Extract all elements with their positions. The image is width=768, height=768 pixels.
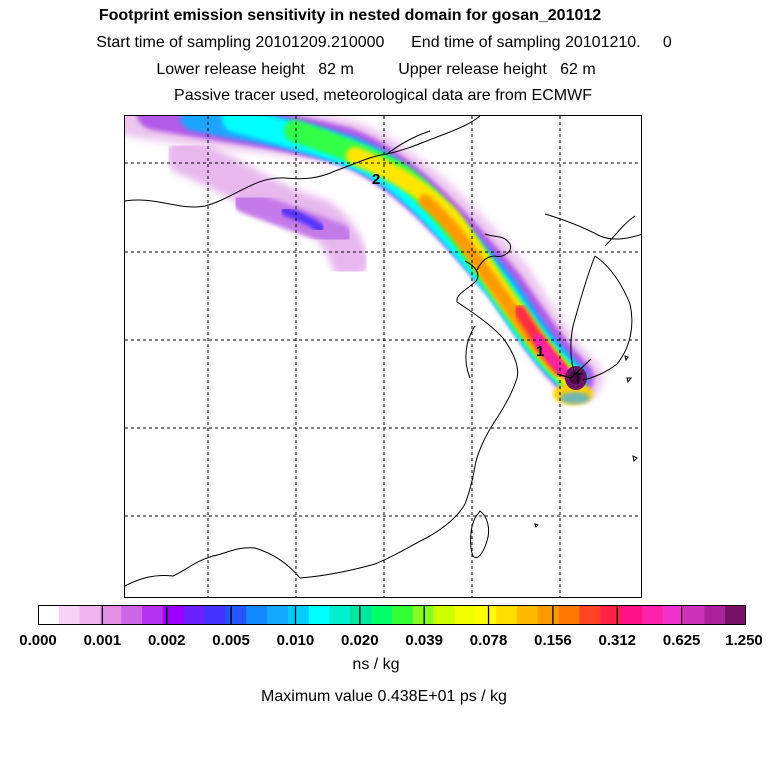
colorbar-swatch	[38, 605, 60, 625]
east-china-coast	[299, 301, 519, 579]
marker-2: 2	[372, 171, 380, 188]
island-2	[626, 377, 632, 384]
colorbar-swatch	[204, 605, 227, 625]
marker-1: 1	[536, 343, 544, 360]
release-heights: Lower release height 82 m Upper release …	[156, 61, 596, 78]
colorbar-swatch	[79, 605, 102, 625]
colorbar-swatch	[121, 605, 143, 625]
taiwan-coast	[470, 510, 490, 559]
colorbar-swatch	[183, 605, 206, 625]
colorbar-swatch	[621, 605, 643, 625]
colorbar-swatch	[100, 605, 122, 625]
plot-title: Footprint emission sensitivity in nested…	[98, 7, 602, 24]
colorbar-swatch	[287, 605, 310, 625]
korea-border	[604, 215, 636, 247]
colorbar-swatch	[433, 605, 456, 625]
plume-west-blue-patch	[280, 206, 325, 233]
border-spur	[386, 130, 431, 155]
island-3	[632, 455, 638, 463]
colorbar-swatch	[350, 605, 372, 625]
colorbar-tick-label: 0.010	[276, 632, 315, 649]
colorbar-swatch	[392, 605, 414, 625]
grid	[125, 116, 641, 597]
island-4	[534, 523, 539, 528]
korea-east-coast	[582, 255, 633, 381]
plume-layers	[125, 116, 603, 405]
colorbar-swatch	[412, 605, 435, 625]
island-1	[624, 355, 629, 362]
sampling-times: Start time of sampling 20101209.210000 E…	[96, 34, 672, 51]
colorbar-tick-label: 0.039	[405, 632, 443, 649]
korea-north-coast	[544, 213, 641, 240]
colorbar-swatch	[537, 605, 560, 625]
shandong-coast	[456, 260, 479, 303]
colorbar-tick-label: 0.002	[147, 632, 186, 649]
footprint-map: 2 1	[124, 115, 642, 598]
colorbar-swatch	[454, 605, 476, 625]
colorbar-swatch	[600, 605, 622, 625]
colorbar-tick-label: 0.020	[341, 632, 379, 649]
colorbar-swatch	[662, 605, 685, 625]
colorbar-swatch	[308, 605, 331, 625]
coastlines	[125, 116, 641, 587]
colorbar-units: ns / kg	[352, 656, 400, 673]
colorbar-swatch	[725, 605, 746, 625]
colorbar-tick-label: 0.005	[212, 632, 250, 649]
interior-line-1	[465, 325, 476, 379]
southern-border	[125, 547, 301, 587]
colorbar-swatch	[371, 605, 393, 625]
colorbar-swatch	[162, 605, 185, 625]
colorbar-tick-label: 0.000	[19, 632, 57, 649]
colorbar-swatch	[704, 605, 726, 625]
colorbar	[38, 605, 746, 625]
colorbar-swatch	[58, 605, 81, 625]
colorbar-tick-label: 0.156	[534, 632, 572, 649]
plume-south-tail-blue	[560, 392, 590, 404]
colorbar-tick-label: 1.250	[725, 632, 763, 649]
colorbar-swatch	[558, 605, 581, 625]
colorbar-swatch	[496, 605, 518, 625]
colorbar-swatch	[579, 605, 601, 625]
colorbar-swatch	[516, 605, 539, 625]
colorbar-swatch	[225, 605, 247, 625]
colorbar-tick-label: 0.078	[469, 632, 508, 649]
bohai-coast	[476, 233, 512, 271]
tracer-info: Passive tracer used, meteorological data…	[174, 87, 592, 104]
colorbar-border	[38, 605, 746, 625]
colorbar-tick-label: 0.312	[598, 632, 637, 649]
receptor-icon	[556, 358, 592, 384]
colorbar-swatch	[246, 605, 268, 625]
colorbar-tick-label: 0.001	[83, 632, 122, 649]
colorbar-swatch	[641, 605, 664, 625]
colorbar-swatch	[475, 605, 497, 625]
maximum-value: Maximum value 0.438E+01 ps / kg	[261, 688, 507, 705]
colorbar-swatch	[267, 605, 289, 625]
colorbar-swatch	[683, 605, 705, 625]
colorbar-tick-label: 0.625	[662, 632, 701, 649]
korea-west-coast	[570, 255, 596, 375]
colorbar-swatch	[329, 605, 351, 625]
colorbar-swatch	[142, 605, 164, 625]
northern-border	[125, 116, 481, 208]
